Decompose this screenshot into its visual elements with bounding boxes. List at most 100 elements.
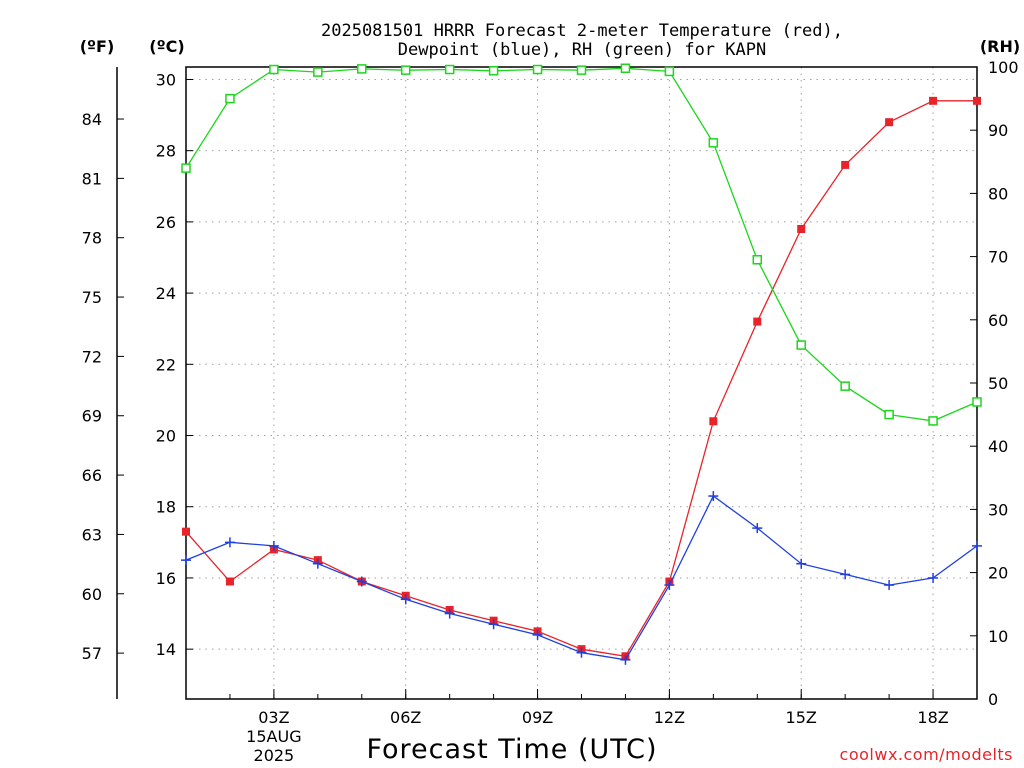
dewpoint-point — [796, 558, 807, 569]
rh-point — [269, 64, 279, 75]
plot-frame — [185, 66, 978, 700]
rh-tick-label: 20 — [988, 564, 1008, 583]
dewpoint-point — [532, 629, 543, 640]
temperature-point — [841, 160, 850, 169]
dewpoint-point — [181, 555, 191, 566]
rh-axis-label: (RH) — [980, 37, 1020, 56]
dewpoint-point — [752, 523, 763, 534]
fahrenheit-tick-label: 63 — [82, 525, 102, 544]
celsius-tick-label: 14 — [156, 640, 176, 659]
chart-title-line-1: 2025081501 HRRR Forecast 2-meter Tempera… — [321, 21, 843, 41]
rh-point — [181, 163, 191, 173]
dewpoint-point — [840, 569, 851, 580]
celsius-tick-label: 26 — [156, 213, 176, 232]
dewpoint-point — [708, 491, 719, 502]
celsius-tick-label: 16 — [156, 569, 176, 588]
fahrenheit-tick-label: 69 — [82, 407, 102, 426]
rh-point — [664, 66, 675, 77]
rh-point — [576, 65, 587, 75]
dewpoint-point — [972, 540, 982, 551]
dewpoint-point — [356, 576, 367, 587]
dewpoint-point — [224, 537, 235, 548]
dewpoint-point — [884, 580, 895, 591]
x-tick-sublabel: 2025 — [254, 746, 295, 765]
dewpoint-point — [312, 558, 323, 569]
data-series — [181, 63, 982, 665]
celsius-tick-label: 18 — [156, 498, 176, 517]
temperature-point — [753, 317, 762, 326]
x-tick-label: 09Z — [522, 708, 553, 727]
temperature-point — [885, 118, 894, 127]
x-tick-label: 03Z — [258, 708, 289, 727]
fahrenheit-tick-label: 60 — [82, 585, 102, 604]
rh-point — [752, 255, 763, 265]
dewpoint-point — [928, 572, 939, 583]
axes: 57 60 63 66 69 72 75 78 81 84 14 16 18 20 22 24 26 28 30 0 1… — [82, 58, 1019, 765]
dewpoint-point — [620, 654, 631, 665]
celsius-tick-label: 24 — [156, 284, 176, 303]
rh-point — [972, 397, 982, 407]
x-tick-sublabel: 15AUG — [246, 727, 301, 746]
celsius-tick-label: 22 — [156, 355, 176, 374]
rh-point — [488, 66, 499, 76]
temperature-point — [709, 417, 718, 426]
celsius-tick-label: 20 — [156, 427, 176, 446]
dewpoint-point — [400, 594, 411, 605]
rh-point — [357, 64, 367, 74]
rh-tick-label: 50 — [988, 374, 1008, 393]
celsius-tick-label: 28 — [156, 142, 176, 161]
rh-tick-label: 70 — [988, 248, 1008, 267]
rh-point — [928, 416, 938, 426]
celsius-tick-label: 30 — [156, 70, 176, 89]
chart-title-line-2: Dewpoint (blue), RH (green) for KAPN — [398, 40, 766, 60]
rh-tick-label: 60 — [988, 311, 1008, 330]
rh-tick-label: 30 — [988, 500, 1008, 519]
rh-tick-label: 80 — [988, 184, 1008, 203]
fahrenheit-tick-label: 84 — [82, 110, 102, 129]
rh-tick-label: 0 — [988, 690, 998, 709]
rh-point — [313, 67, 323, 77]
dewpoint-point — [268, 540, 279, 551]
rh-point — [400, 65, 411, 75]
fahrenheit-tick-label: 75 — [82, 288, 102, 307]
temperature-point — [182, 527, 190, 536]
x-axis-title: Forecast Time (UTC) — [366, 734, 657, 765]
rh-tick-label: 10 — [988, 627, 1008, 646]
rh-point — [225, 93, 235, 104]
rh-tick-label: 40 — [988, 437, 1008, 456]
fahrenheit-tick-label: 78 — [82, 229, 102, 248]
rh-point — [620, 63, 631, 74]
dewpoint-point — [664, 580, 675, 591]
celsius-axis-label: (ºC) — [149, 37, 184, 56]
fahrenheit-axis-label: (ºF) — [80, 37, 115, 56]
credit-link[interactable]: coolwx.com/modelts — [840, 745, 1013, 764]
x-tick-label: 06Z — [390, 708, 421, 727]
fahrenheit-tick-label: 72 — [82, 347, 102, 366]
rh-point — [532, 64, 543, 75]
grid-lines — [186, 67, 977, 699]
dewpoint-point — [488, 619, 499, 630]
fahrenheit-tick-label: 81 — [82, 169, 102, 188]
rh-line — [185, 67, 978, 422]
dewpoint-point — [576, 647, 587, 658]
rh-point — [840, 381, 850, 391]
dewpoint-point — [444, 608, 455, 619]
rh-point — [884, 409, 894, 420]
rh-point — [444, 64, 455, 75]
rh-point — [796, 340, 806, 350]
x-tick-label: 15Z — [786, 708, 817, 727]
x-tick-label: 12Z — [654, 708, 685, 727]
rh-tick-label: 90 — [988, 121, 1008, 140]
temperature-line — [185, 100, 977, 658]
x-tick-label: 18Z — [917, 708, 948, 727]
fahrenheit-tick-label: 57 — [82, 644, 102, 663]
rh-tick-label: 100 — [988, 58, 1019, 77]
fahrenheit-tick-label: 66 — [82, 466, 102, 485]
temperature-point — [973, 96, 981, 105]
temperature-point — [797, 225, 806, 234]
temperature-point — [225, 577, 234, 586]
dewpoint-line — [185, 495, 978, 661]
rh-point — [708, 138, 719, 148]
temperature-point — [929, 96, 938, 105]
